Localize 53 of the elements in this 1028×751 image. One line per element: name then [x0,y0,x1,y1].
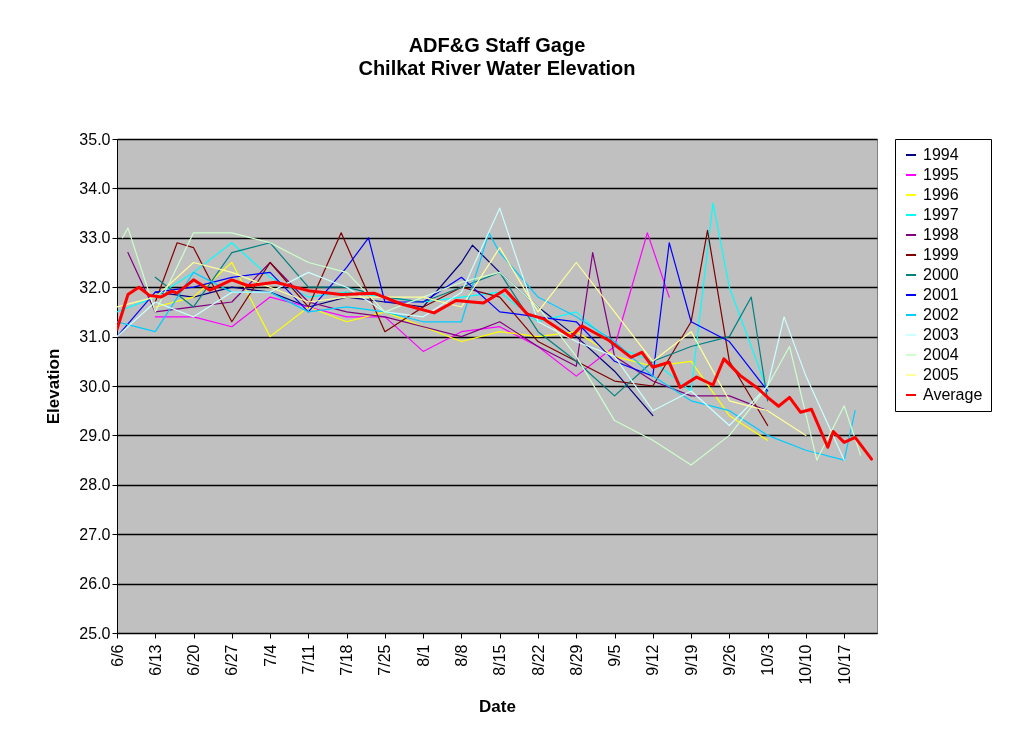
x-tick-label: 6/27 [223,644,241,676]
legend-label: 1998 [923,226,959,243]
y-tick-label: 26.0 [79,575,111,593]
x-tick-label: 7/4 [261,644,279,667]
legend-label: Average [923,386,983,403]
x-tick-label: 6/6 [108,644,126,667]
legend-label: 2003 [923,326,959,343]
x-tick-label: 7/11 [299,644,317,675]
x-tick-label: 10/10 [797,644,815,685]
x-tick-label: 8/22 [529,644,547,676]
y-tick-label: 32.0 [79,278,111,296]
x-tick-label: 8/15 [491,644,509,676]
x-tick-label: 10/3 [759,644,777,676]
y-tick-label: 35.0 [79,130,111,148]
x-tick-label: 9/26 [720,644,738,676]
line-series [154,261,769,441]
legend-label: 1994 [923,146,959,163]
x-tick-label: 6/20 [185,644,203,676]
chart-title: ADF&G Staff Gage [408,34,586,56]
x-tick-label: 8/8 [452,644,470,667]
line-series [117,278,874,461]
legend-label: 2001 [923,286,959,303]
line-series [154,229,769,427]
y-tick-label: 34.0 [79,179,111,197]
x-tick-label: 6/13 [146,644,164,676]
legend-label: 2005 [923,366,959,383]
line-series [117,247,807,436]
legend-label: 1995 [923,166,959,183]
y-tick-label: 31.0 [79,328,111,346]
legend-label: 2004 [923,346,959,363]
chart-subtitle: Chilkat River Water Elevation [358,57,636,79]
y-axis-title: Elevation [44,348,64,425]
y-tick-label: 29.0 [79,426,111,444]
x-tick-label: 9/5 [606,644,624,667]
y-tick-label: 25.0 [79,624,111,642]
y-tick-label: 30.0 [79,377,111,395]
x-tick-label: 9/12 [644,644,662,676]
x-axis-title: Date [479,696,516,716]
line-series [154,232,670,377]
x-tick-label: 8/1 [414,644,432,667]
x-tick-label: 7/25 [376,644,394,676]
legend-label: 1999 [923,246,959,263]
x-tick-label: 7/18 [338,644,356,676]
x-tick-label: 8/29 [567,644,585,676]
legend-label: 2000 [923,266,959,283]
y-tick-label: 27.0 [79,525,111,543]
x-tick-label: 9/19 [682,644,700,676]
legend-label: 2002 [923,306,959,323]
y-tick-label: 28.0 [79,476,111,494]
legend-label: 1997 [923,206,959,223]
x-tick-label: 10/17 [835,644,853,685]
legend-label: 1996 [923,186,959,203]
y-tick-label: 33.0 [79,229,111,247]
